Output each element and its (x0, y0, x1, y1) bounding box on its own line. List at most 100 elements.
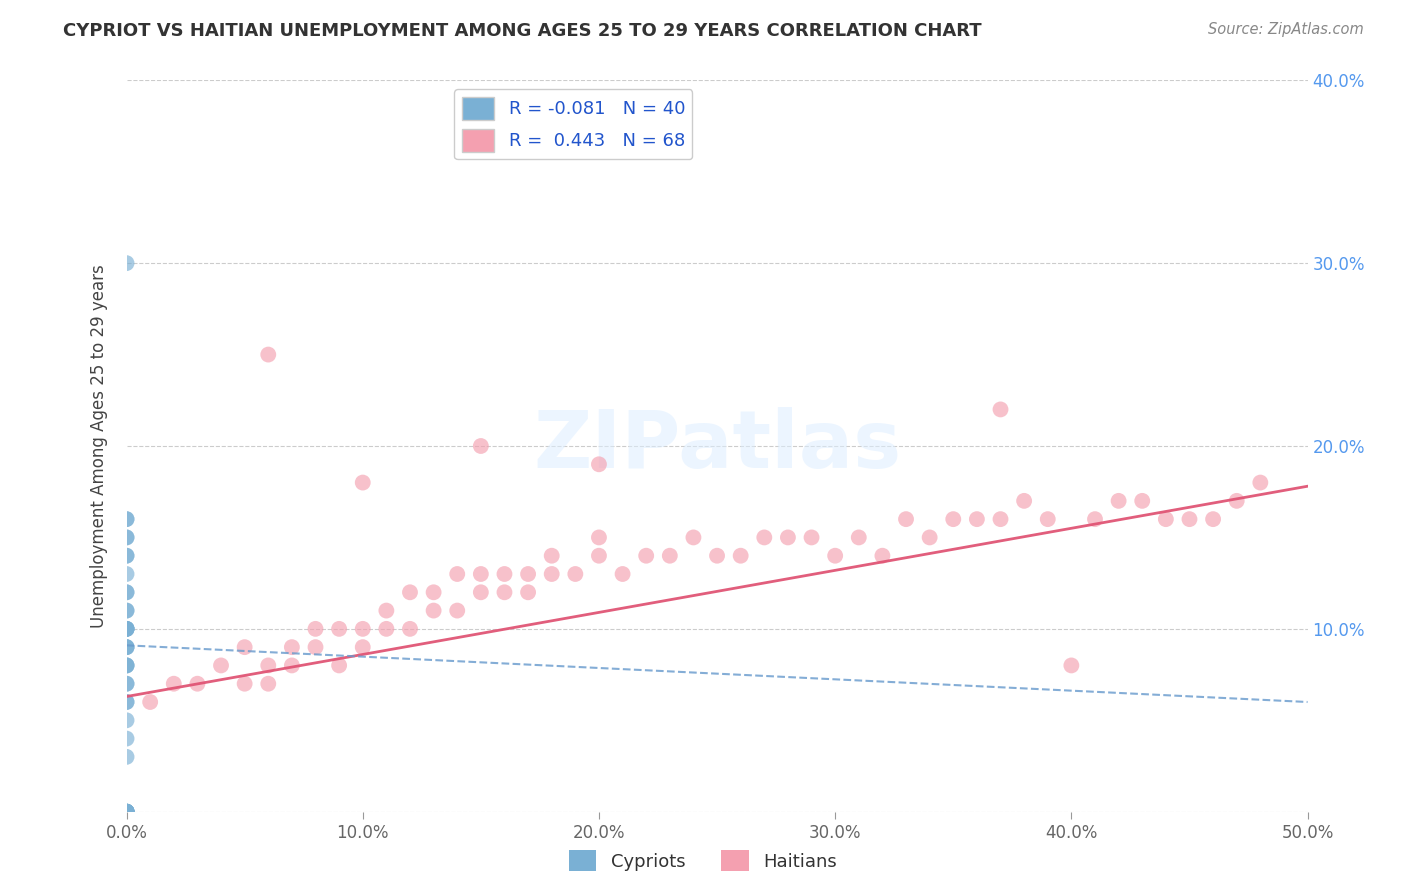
Point (115, 805, 138, 819)
Point (115, 256, 138, 270)
Point (990, 512, 1012, 526)
Point (115, 658, 138, 673)
Point (776, 530, 799, 544)
Point (115, 585, 138, 599)
Point (1226, 494, 1249, 508)
Point (281, 640, 304, 655)
Point (399, 622, 422, 636)
Point (115, 676, 138, 690)
Point (588, 457, 610, 471)
Point (115, 695, 138, 709)
Point (115, 805, 138, 819)
Point (1060, 658, 1083, 673)
Point (115, 622, 138, 636)
Point (233, 676, 256, 690)
Point (894, 512, 917, 526)
Point (115, 640, 138, 655)
Point (115, 731, 138, 746)
Point (1130, 494, 1153, 508)
Point (115, 695, 138, 709)
Point (115, 603, 138, 617)
Point (304, 622, 326, 636)
Point (1012, 494, 1035, 508)
Point (1154, 512, 1177, 526)
Point (540, 567, 562, 582)
Point (352, 640, 374, 655)
Point (422, 603, 444, 617)
Point (115, 512, 138, 526)
Point (115, 622, 138, 636)
Point (1036, 512, 1059, 526)
Point (1178, 512, 1201, 526)
Point (494, 585, 516, 599)
Point (115, 658, 138, 673)
Point (918, 530, 941, 544)
Legend: R = -0.081   N = 40, R =  0.443   N = 68: R = -0.081 N = 40, R = 0.443 N = 68 (454, 89, 692, 159)
Point (470, 567, 492, 582)
Point (163, 676, 186, 690)
Point (1108, 494, 1130, 508)
Point (209, 658, 232, 673)
Point (517, 585, 540, 599)
Point (375, 622, 398, 636)
Point (470, 439, 492, 453)
Point (115, 805, 138, 819)
Point (328, 622, 350, 636)
Point (281, 658, 304, 673)
Point (446, 567, 468, 582)
Point (115, 640, 138, 655)
Point (1249, 475, 1271, 490)
Point (375, 603, 398, 617)
Point (115, 805, 138, 819)
Point (352, 475, 374, 490)
Point (115, 530, 138, 544)
Point (115, 658, 138, 673)
Point (1084, 512, 1107, 526)
Point (588, 530, 610, 544)
Point (800, 530, 823, 544)
Point (115, 622, 138, 636)
Point (730, 549, 752, 563)
Point (966, 512, 988, 526)
Point (352, 622, 374, 636)
Point (115, 805, 138, 819)
Point (257, 347, 280, 362)
Point (115, 512, 138, 526)
Point (115, 567, 138, 582)
Point (446, 603, 468, 617)
Point (115, 805, 138, 819)
Point (115, 622, 138, 636)
Point (115, 549, 138, 563)
Point (540, 549, 562, 563)
Point (824, 549, 846, 563)
Point (115, 640, 138, 655)
Point (399, 585, 422, 599)
Point (422, 585, 444, 599)
Point (494, 567, 516, 582)
Point (942, 512, 965, 526)
Point (115, 603, 138, 617)
Point (517, 567, 540, 582)
Point (115, 585, 138, 599)
Point (990, 402, 1012, 417)
Point (257, 658, 280, 673)
Point (115, 714, 138, 728)
Y-axis label: Unemployment Among Ages 25 to 29 years: Unemployment Among Ages 25 to 29 years (90, 264, 108, 628)
Point (115, 530, 138, 544)
Legend: Cypriots, Haitians: Cypriots, Haitians (562, 843, 844, 879)
Point (115, 805, 138, 819)
Point (186, 676, 208, 690)
Point (612, 567, 634, 582)
Point (564, 567, 586, 582)
Text: ZIPatlas: ZIPatlas (533, 407, 901, 485)
Point (754, 530, 776, 544)
Text: Source: ZipAtlas.com: Source: ZipAtlas.com (1208, 22, 1364, 37)
Point (588, 549, 610, 563)
Point (115, 622, 138, 636)
Point (115, 749, 138, 764)
Point (682, 530, 704, 544)
Point (115, 805, 138, 819)
Point (470, 585, 492, 599)
Point (139, 695, 162, 709)
Point (1202, 512, 1225, 526)
